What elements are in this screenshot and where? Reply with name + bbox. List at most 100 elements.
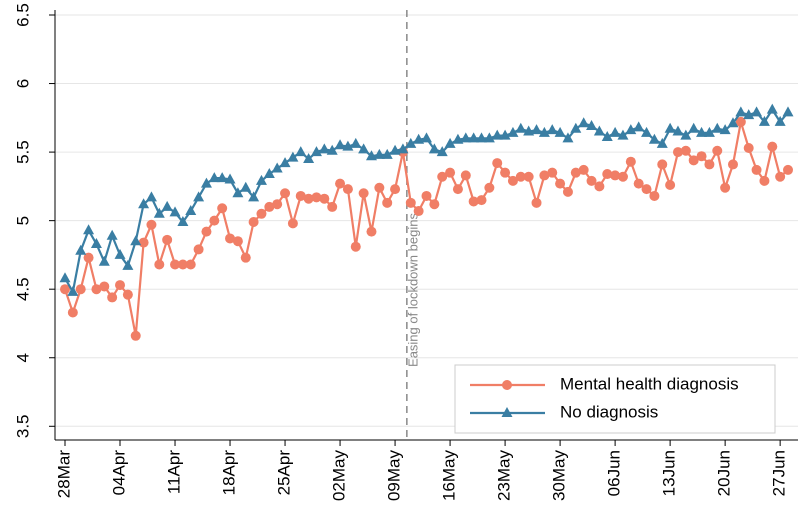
marker <box>115 280 126 291</box>
marker <box>303 152 315 163</box>
marker <box>279 157 291 168</box>
y-tick-label: 6.5 <box>13 3 32 27</box>
marker <box>656 137 668 148</box>
marker <box>382 197 393 208</box>
marker <box>547 167 558 178</box>
marker <box>130 330 141 341</box>
marker <box>130 235 142 246</box>
marker <box>751 106 763 117</box>
marker <box>287 218 298 229</box>
x-tick-label: 18Apr <box>220 450 239 496</box>
marker <box>523 125 535 136</box>
y-tick-label: 6 <box>13 79 32 88</box>
marker <box>696 151 707 162</box>
marker <box>538 126 550 137</box>
marker <box>373 148 385 159</box>
marker <box>625 156 636 167</box>
marker <box>413 206 424 217</box>
y-tick-label: 4 <box>13 353 32 362</box>
marker <box>523 171 534 182</box>
marker <box>358 188 369 199</box>
marker <box>672 125 684 136</box>
marker <box>555 178 566 189</box>
marker <box>711 122 723 133</box>
y-tick-label: 3.5 <box>13 414 32 438</box>
marker <box>59 272 71 283</box>
marker <box>287 151 299 162</box>
marker <box>703 126 715 137</box>
marker <box>783 164 793 175</box>
marker <box>154 259 165 270</box>
marker <box>365 150 377 161</box>
marker <box>507 175 518 186</box>
x-tick-label: 27Jun <box>770 450 789 496</box>
marker <box>185 259 196 270</box>
marker <box>122 259 134 270</box>
marker <box>633 178 644 189</box>
marker <box>138 198 150 209</box>
marker <box>225 233 236 244</box>
marker <box>633 121 645 132</box>
marker <box>350 137 362 148</box>
marker <box>499 129 511 140</box>
marker <box>570 167 581 178</box>
marker <box>311 192 322 203</box>
marker <box>91 284 102 295</box>
marker <box>766 103 778 114</box>
y-tick-label: 5.5 <box>13 140 32 164</box>
marker <box>501 407 513 417</box>
marker <box>145 191 157 202</box>
marker <box>342 140 354 151</box>
marker <box>554 126 566 137</box>
x-tick-label: 30May <box>550 450 569 502</box>
marker <box>602 169 613 180</box>
marker <box>767 141 778 152</box>
marker <box>648 133 660 144</box>
marker <box>67 285 79 296</box>
marker <box>460 132 472 143</box>
marker <box>263 168 275 179</box>
x-tick-label: 25Apr <box>275 450 294 496</box>
marker <box>381 148 393 159</box>
marker <box>502 380 512 390</box>
marker <box>515 122 527 133</box>
x-tick-label: 09May <box>385 450 404 502</box>
x-tick-label: 02May <box>330 450 349 502</box>
marker <box>727 117 739 128</box>
x-tick-label: 13Jun <box>660 450 679 496</box>
marker <box>295 190 306 201</box>
marker <box>515 171 526 182</box>
marker <box>610 170 621 181</box>
marker <box>562 186 573 197</box>
marker <box>429 199 440 210</box>
marker <box>743 142 754 153</box>
marker <box>680 129 692 140</box>
marker <box>122 289 133 300</box>
marker <box>208 172 220 183</box>
marker <box>468 132 480 143</box>
marker <box>641 126 653 137</box>
marker <box>138 237 149 248</box>
marker <box>170 259 181 270</box>
marker <box>162 234 173 245</box>
marker <box>774 115 786 126</box>
marker <box>775 171 786 182</box>
marker <box>476 195 487 206</box>
marker <box>264 201 275 212</box>
marker <box>334 139 346 150</box>
marker <box>727 159 738 170</box>
marker <box>193 191 205 202</box>
marker <box>578 117 590 128</box>
marker <box>476 132 488 143</box>
marker <box>177 216 189 227</box>
marker <box>578 164 589 175</box>
x-tick-label: 23May <box>495 450 514 502</box>
marker <box>468 196 479 207</box>
marker <box>444 137 456 148</box>
marker <box>217 203 228 214</box>
marker <box>594 181 605 192</box>
marker <box>688 122 700 133</box>
marker <box>546 124 558 135</box>
marker <box>335 178 346 189</box>
marker <box>751 164 762 175</box>
